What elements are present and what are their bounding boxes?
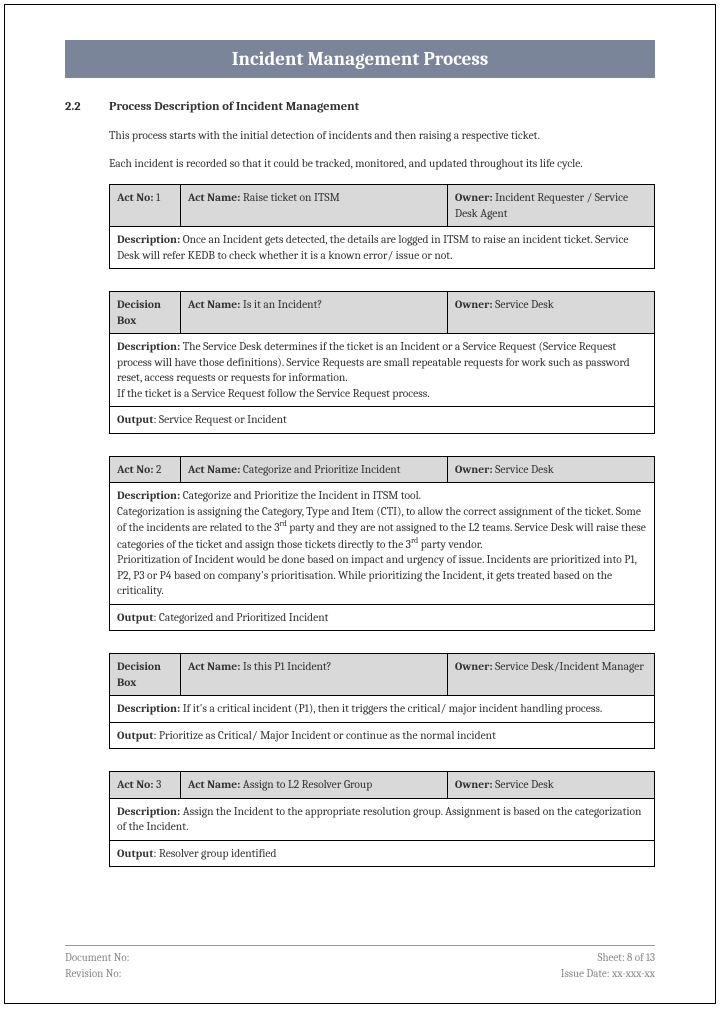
revision-no-label: Revision No: [65, 966, 130, 981]
owner-cell: Owner: Service Desk [447, 772, 654, 799]
act-name-cell: Act Name: Is this P1 Incident? [180, 654, 447, 696]
table-header-row: Act No: 3 Act Name: Assign to L2 Resolve… [110, 772, 655, 799]
description-cell: Description: If it's a critical incident… [110, 696, 655, 723]
act-name-cell: Act Name: Is it an Incident? [180, 292, 447, 334]
output-cell: Output: Prioritize as Critical/ Major In… [110, 722, 655, 749]
act-no-cell: Act No: 2 [110, 456, 181, 483]
description-cell: Description: The Service Desk determines… [110, 334, 655, 407]
output-cell: Output: Categorized and Prioritized Inci… [110, 604, 655, 631]
section-number: 2.2 [65, 100, 109, 114]
act-name-cell: Act Name: Assign to L2 Resolver Group [180, 772, 447, 799]
decision-table-1: Decision Box Act Name: Is it an Incident… [109, 291, 655, 434]
description-cell: Description: Assign the Incident to the … [110, 798, 655, 840]
document-page: Incident Management Process 2.2 Process … [4, 4, 716, 1004]
act-name-cell: Act Name: Raise ticket on ITSM [180, 185, 447, 227]
output-row: Output: Resolver group identified [110, 840, 655, 867]
footer-right: Sheet: 8 of 13 Issue Date: xx-xxx-xx [561, 950, 655, 981]
section-heading: 2.2 Process Description of Incident Mana… [65, 100, 655, 114]
table-header-row: Decision Box Act Name: Is it an Incident… [110, 292, 655, 334]
activity-table-3: Act No: 3 Act Name: Assign to L2 Resolve… [109, 771, 655, 867]
intro-paragraph-2: Each incident is recorded so that it cou… [109, 156, 655, 172]
table-header-row: Decision Box Act Name: Is this P1 Incide… [110, 654, 655, 696]
output-row: Output: Prioritize as Critical/ Major In… [110, 722, 655, 749]
decision-box-cell: Decision Box [110, 292, 181, 334]
document-no-label: Document No: [65, 950, 130, 965]
owner-cell: Owner: Service Desk/Incident Manager [447, 654, 654, 696]
activity-table-1: Act No: 1 Act Name: Raise ticket on ITSM… [109, 184, 655, 269]
footer-left: Document No: Revision No: [65, 950, 130, 981]
output-cell: Output: Resolver group identified [110, 840, 655, 867]
act-no-cell: Act No: 3 [110, 772, 181, 799]
section-content: This process starts with the initial det… [109, 128, 655, 867]
sheet-label: Sheet: 8 of 13 [561, 950, 655, 965]
output-row: Output: Categorized and Prioritized Inci… [110, 604, 655, 631]
owner-cell: Owner: Incident Requester / Service Desk… [447, 185, 654, 227]
page-title-banner: Incident Management Process [65, 40, 655, 78]
description-row: Description: Once an Incident gets detec… [110, 227, 655, 269]
description-cell: Description: Once an Incident gets detec… [110, 227, 655, 269]
output-cell: Output: Service Request or Incident [110, 407, 655, 434]
activity-table-2: Act No: 2 Act Name: Categorize and Prior… [109, 456, 655, 631]
act-no-cell: Act No: 1 [110, 185, 181, 227]
page-footer: Document No: Revision No: Sheet: 8 of 13… [65, 945, 655, 981]
section-title: Process Description of Incident Manageme… [109, 100, 359, 114]
owner-cell: Owner: Service Desk [447, 292, 654, 334]
output-row: Output: Service Request or Incident [110, 407, 655, 434]
table-header-row: Act No: 1 Act Name: Raise ticket on ITSM… [110, 185, 655, 227]
description-row: Description: If it's a critical incident… [110, 696, 655, 723]
description-row: Description: The Service Desk determines… [110, 334, 655, 407]
decision-box-cell: Decision Box [110, 654, 181, 696]
description-cell: Description: Categorize and Prioritize t… [110, 483, 655, 604]
issue-date-label: Issue Date: xx-xxx-xx [561, 966, 655, 981]
act-name-cell: Act Name: Categorize and Prioritize Inci… [180, 456, 447, 483]
description-row: Description: Categorize and Prioritize t… [110, 483, 655, 604]
description-row: Description: Assign the Incident to the … [110, 798, 655, 840]
owner-cell: Owner: Service Desk [447, 456, 654, 483]
decision-table-2: Decision Box Act Name: Is this P1 Incide… [109, 653, 655, 749]
intro-paragraph-1: This process starts with the initial det… [109, 128, 655, 144]
table-header-row: Act No: 2 Act Name: Categorize and Prior… [110, 456, 655, 483]
